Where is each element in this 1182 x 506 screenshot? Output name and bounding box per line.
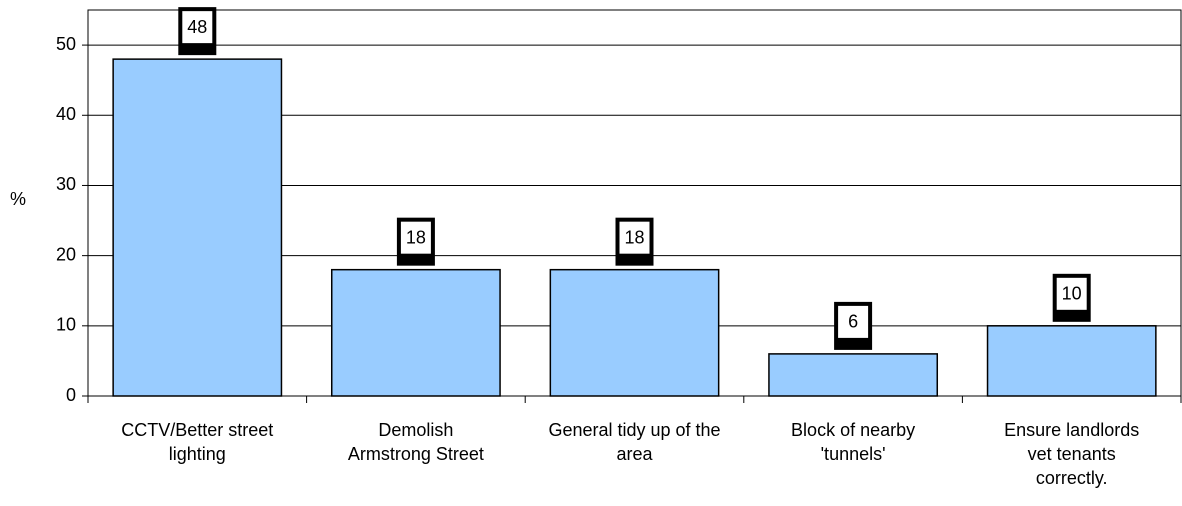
- x-tick-label: Block of nearby 'tunnels': [791, 420, 916, 464]
- bar: [986, 325, 1157, 397]
- bar: [549, 268, 720, 397]
- x-tick-label: Demolish Armstrong Street: [347, 420, 484, 464]
- y-tick-label: 0: [66, 385, 76, 405]
- x-tick-label: Ensure landlords vet tenants correctly.: [1004, 420, 1140, 488]
- value-label: 18: [406, 227, 426, 247]
- y-tick-label: 20: [56, 244, 76, 264]
- y-tick-label: 30: [56, 174, 76, 194]
- value-label-inner: [182, 11, 213, 44]
- value-label-inner: [838, 305, 869, 338]
- value-label-inner: [1056, 277, 1087, 310]
- x-tick-label: CCTV/Better street lighting: [121, 420, 274, 464]
- y-tick-label: 50: [56, 34, 76, 54]
- value-label: 6: [848, 312, 858, 332]
- bar: [330, 268, 501, 397]
- value-label: 48: [187, 17, 207, 37]
- value-label: 18: [624, 227, 644, 247]
- y-axis-label: %: [10, 189, 26, 209]
- y-tick-label: 40: [56, 104, 76, 124]
- value-label: 10: [1062, 284, 1082, 304]
- value-label-inner: [400, 221, 431, 254]
- x-tick-label: General tidy up of the area: [548, 420, 721, 464]
- value-label-inner: [619, 221, 650, 254]
- bar: [112, 58, 283, 397]
- y-tick-label: 10: [56, 315, 76, 335]
- bar: [768, 353, 939, 397]
